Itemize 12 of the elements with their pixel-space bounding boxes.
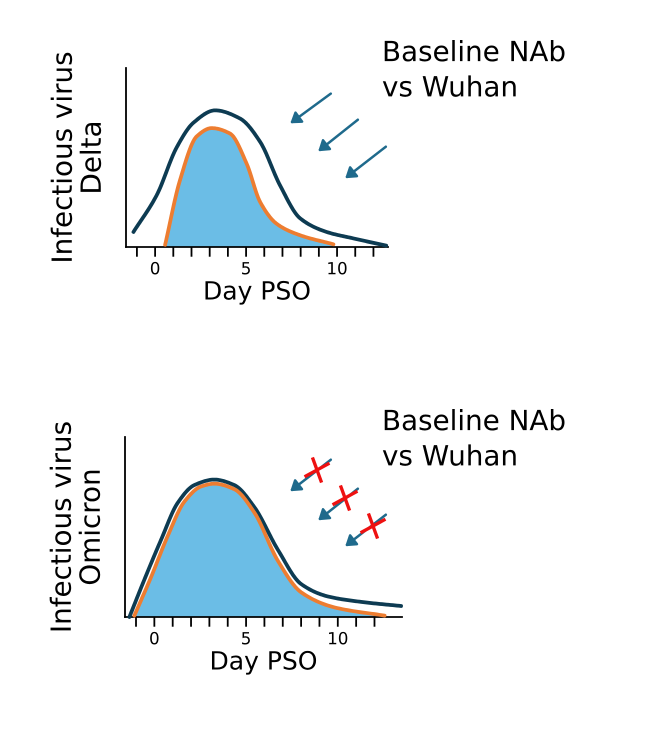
x-tick-label: 10: [329, 632, 348, 644]
x-axis-title: Day PSO: [205, 280, 310, 305]
y-axis-title: Infectious virus Delta: [50, 52, 102, 261]
x-tick-label: 10: [328, 262, 347, 274]
text: Baseline NAb vs Wuhan: [382, 409, 564, 466]
text: Baseline NAb vs Wuhan: [382, 40, 564, 97]
x-tick-label: 0: [150, 632, 159, 644]
x-tick-label: 5: [242, 632, 250, 644]
x-axis-title: Day PSO: [212, 650, 316, 675]
x-tick-label: 5: [242, 262, 250, 274]
y-axis-title: Infectious virus Omicron: [50, 422, 100, 630]
x-tick-label: 0: [150, 262, 160, 274]
